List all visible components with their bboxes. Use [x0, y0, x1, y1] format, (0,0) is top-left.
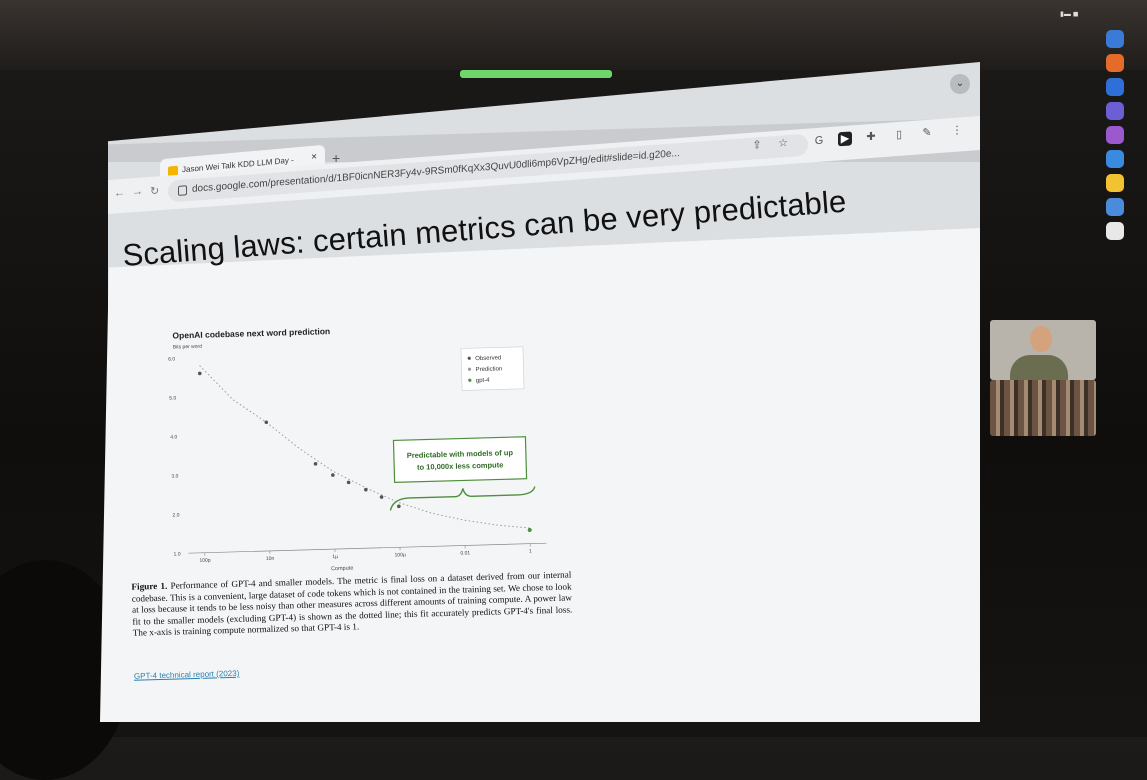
observed-point [397, 504, 401, 508]
x-tick-label: 100µ [395, 552, 407, 558]
legend-label: Observed [475, 355, 501, 362]
sidebar-icon[interactable]: ▯ [892, 127, 906, 142]
chart-x-label: Compute [331, 566, 353, 573]
share-icon[interactable]: ⇪ [750, 138, 764, 153]
reload-icon[interactable]: ↻ [150, 184, 159, 198]
forward-icon[interactable]: → [132, 185, 143, 198]
stage-light [460, 70, 612, 78]
dock-app-icon[interactable] [1106, 78, 1124, 96]
dock-app-icon[interactable] [1106, 126, 1124, 144]
y-tick-label: 4.0 [170, 434, 177, 440]
x-axis [189, 543, 547, 553]
gpt4-point [528, 528, 532, 532]
observed-point [198, 372, 202, 376]
menu-icon[interactable]: ⋮ [950, 123, 964, 138]
tab-search-icon[interactable]: ⌄ [950, 74, 970, 94]
observed-point [380, 495, 384, 499]
x-tick-label: 1µ [332, 554, 338, 560]
dock [1104, 30, 1128, 320]
x-tick-label: 1 [529, 549, 532, 555]
x-tick-label: 10n [266, 556, 275, 562]
dock-app-icon[interactable] [1106, 150, 1124, 168]
caption-text: Performance of GPT-4 and smaller models.… [132, 569, 573, 638]
ceiling [0, 0, 1147, 70]
y-tick-label: 5.0 [169, 395, 176, 401]
google-extension-icon[interactable]: G [812, 133, 826, 148]
figure: OpenAI codebase next word prediction Bit… [120, 307, 600, 690]
bookmark-star-icon[interactable]: ☆ [776, 136, 790, 151]
dock-app-icon[interactable] [1106, 198, 1124, 216]
y-tick-label: 1.0 [174, 551, 181, 557]
speaker-body [1010, 355, 1068, 380]
observed-point [264, 420, 268, 424]
figure-caption: Figure 1. Performance of GPT-4 and small… [131, 570, 572, 640]
observed-point [331, 473, 335, 477]
x-tick-label: 0.01 [460, 550, 470, 556]
back-icon[interactable]: ← [114, 187, 125, 200]
dock-app-icon[interactable] [1106, 222, 1124, 240]
legend-label: Prediction [475, 366, 502, 373]
dock-app-icon[interactable] [1106, 174, 1124, 192]
lock-icon [178, 185, 187, 196]
y-tick-label: 2.0 [172, 512, 179, 518]
dock-app-icon[interactable] [1106, 54, 1124, 72]
y-tick-label: 6.0 [168, 356, 175, 362]
scaling-chart: 100p 10n 1µ 100µ 0.01 1 1.0 2.0 3.0 4.0 5.0 6.0 Obse… [120, 307, 597, 580]
speaker-head [1030, 326, 1052, 352]
y-tick-label: 3.0 [171, 473, 178, 479]
legend-label: gpt-4 [476, 378, 491, 384]
close-icon[interactable]: × [311, 151, 317, 163]
play-extension-icon[interactable]: ▶ [838, 131, 852, 146]
observed-point [347, 481, 351, 485]
profile-icon[interactable]: ✎ [920, 125, 934, 140]
source-link[interactable]: GPT-4 technical report (2023) [134, 669, 240, 681]
x-tick-label: 100p [199, 558, 211, 564]
extensions-icon[interactable]: ✚ [864, 129, 878, 144]
audience-video[interactable] [990, 380, 1096, 436]
dock-app-icon[interactable] [1106, 102, 1124, 120]
dock-app-icon[interactable] [1106, 30, 1124, 48]
status-bar: ▮▬ ◼ [1060, 10, 1079, 18]
caption-label: Figure 1. [131, 581, 167, 592]
observed-point [314, 462, 318, 466]
